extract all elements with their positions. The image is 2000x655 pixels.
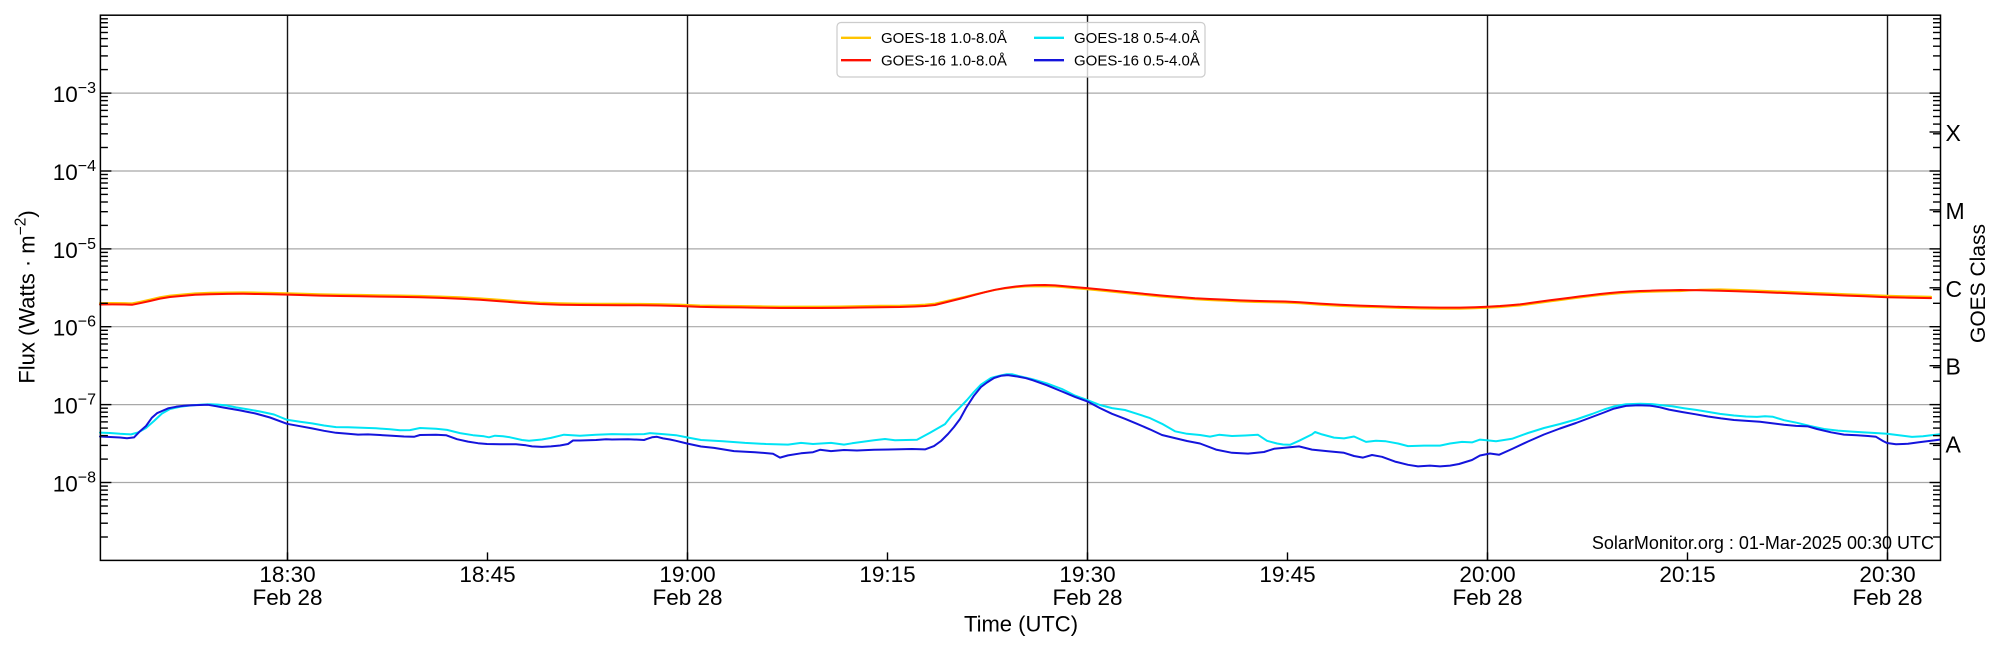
svg-text:C: C <box>1946 276 1963 302</box>
svg-text:X: X <box>1946 120 1961 146</box>
svg-text:20:00: 20:00 <box>1459 562 1515 587</box>
svg-text:Feb 28: Feb 28 <box>1452 585 1522 610</box>
svg-text:A: A <box>1946 432 1962 458</box>
svg-text:19:30: 19:30 <box>1059 562 1115 587</box>
svg-text:GOES Class: GOES Class <box>1967 224 1990 343</box>
svg-text:19:15: 19:15 <box>859 562 915 587</box>
svg-text:20:15: 20:15 <box>1659 562 1715 587</box>
svg-text:18:30: 18:30 <box>259 562 315 587</box>
svg-text:Feb 28: Feb 28 <box>652 585 722 610</box>
svg-text:Feb 28: Feb 28 <box>1052 585 1122 610</box>
svg-text:GOES-16 0.5-4.0Å: GOES-16 0.5-4.0Å <box>1074 52 1200 69</box>
svg-text:SolarMonitor.org : 01-Mar-2025: SolarMonitor.org : 01-Mar-2025 00:30 UTC <box>1592 533 1934 553</box>
svg-text:10−5: 10−5 <box>53 236 96 263</box>
svg-text:20:30: 20:30 <box>1859 562 1915 587</box>
svg-text:GOES-18 1.0-8.0Å: GOES-18 1.0-8.0Å <box>881 30 1007 47</box>
svg-text:19:00: 19:00 <box>659 562 715 587</box>
svg-text:Flux (Watts · m−2): Flux (Watts · m−2) <box>13 210 40 383</box>
svg-text:19:45: 19:45 <box>1259 562 1315 587</box>
svg-text:Feb 28: Feb 28 <box>252 585 322 610</box>
svg-text:Time (UTC): Time (UTC) <box>964 612 1078 637</box>
svg-text:GOES-16 1.0-8.0Å: GOES-16 1.0-8.0Å <box>881 52 1007 69</box>
svg-text:18:45: 18:45 <box>459 562 515 587</box>
svg-text:GOES-18 0.5-4.0Å: GOES-18 0.5-4.0Å <box>1074 30 1200 47</box>
svg-text:M: M <box>1946 198 1965 224</box>
svg-text:B: B <box>1946 354 1961 380</box>
svg-text:Feb 28: Feb 28 <box>1852 585 1922 610</box>
